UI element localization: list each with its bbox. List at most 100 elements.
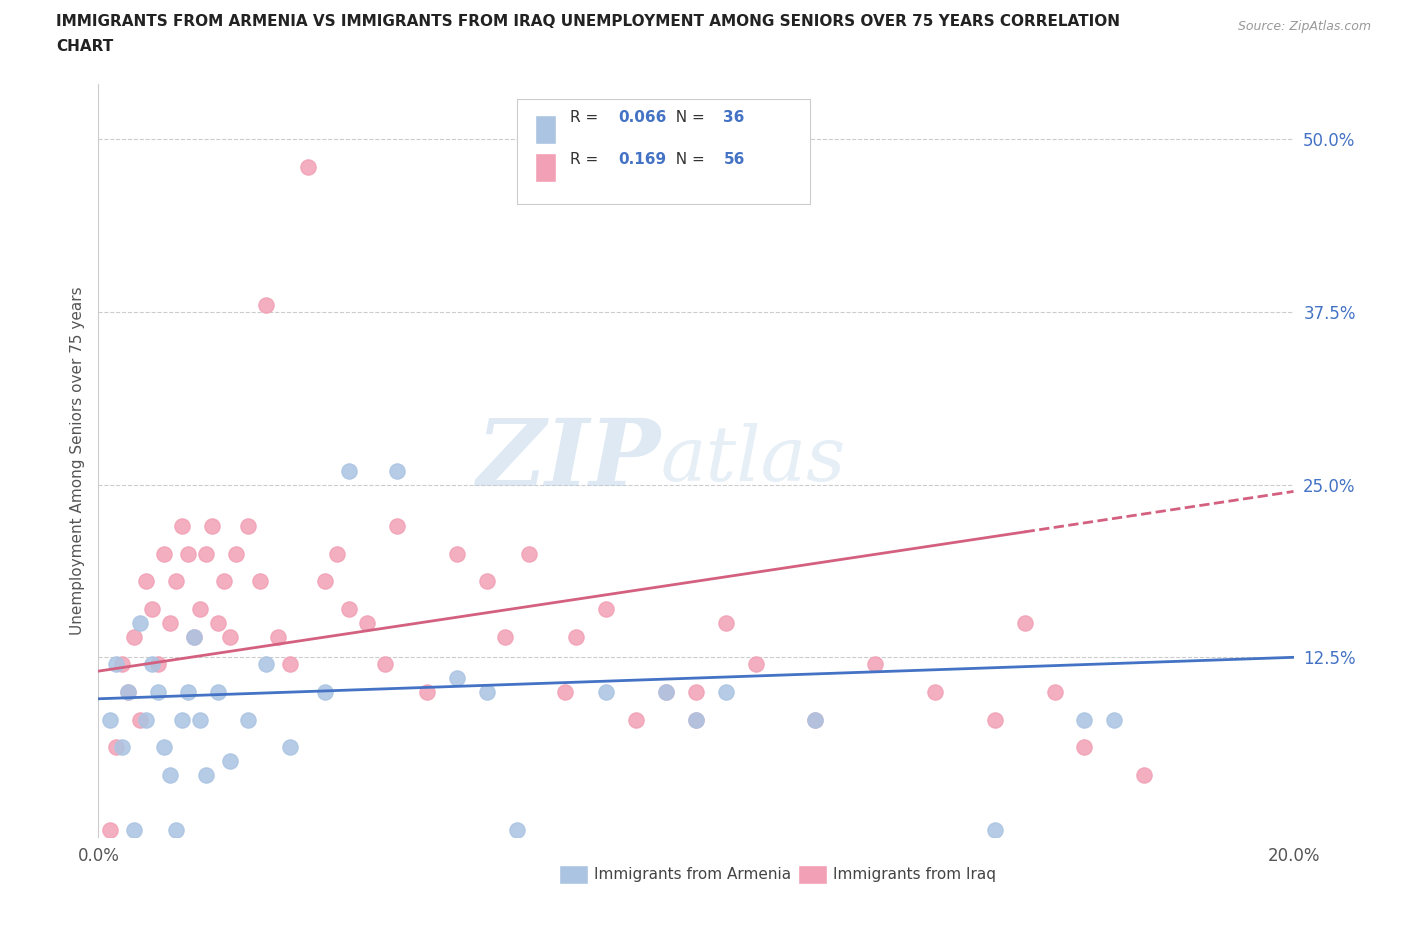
Point: [517, 546, 540, 561]
Point: [195, 546, 218, 561]
Point: [714, 684, 737, 699]
Point: [141, 602, 163, 617]
Point: [111, 739, 134, 754]
Point: [1133, 767, 1156, 782]
Text: Immigrants from Iraq: Immigrants from Iraq: [834, 867, 997, 883]
Point: [1043, 684, 1066, 699]
Point: [105, 657, 128, 671]
Point: [356, 616, 378, 631]
Point: [124, 629, 146, 644]
Point: [865, 657, 887, 671]
Text: 56: 56: [724, 152, 745, 166]
Point: [183, 629, 205, 644]
Text: N =: N =: [666, 152, 710, 166]
Text: R =: R =: [571, 110, 603, 126]
Point: [135, 574, 157, 589]
FancyBboxPatch shape: [558, 865, 589, 884]
Point: [172, 519, 194, 534]
Point: [924, 684, 946, 699]
Point: [339, 602, 361, 617]
Text: N =: N =: [666, 110, 710, 126]
Point: [267, 629, 290, 644]
Point: [326, 546, 349, 561]
Point: [655, 684, 678, 699]
Point: [141, 657, 163, 671]
Point: [745, 657, 768, 671]
Point: [172, 712, 194, 727]
Text: Immigrants from Armenia: Immigrants from Armenia: [595, 867, 792, 883]
Point: [212, 574, 235, 589]
Point: [111, 657, 134, 671]
Point: [446, 546, 468, 561]
Point: [416, 684, 439, 699]
Point: [153, 739, 176, 754]
Point: [1014, 616, 1036, 631]
Point: [183, 629, 205, 644]
Point: [129, 712, 152, 727]
Point: [236, 712, 259, 727]
Point: [1073, 739, 1095, 754]
Point: [225, 546, 247, 561]
Point: [207, 684, 229, 699]
Point: [554, 684, 576, 699]
Point: [475, 574, 498, 589]
Point: [135, 712, 157, 727]
Point: [188, 602, 211, 617]
Point: [339, 463, 361, 478]
Point: [1073, 712, 1095, 727]
Point: [595, 602, 617, 617]
Point: [98, 712, 122, 727]
Point: [374, 657, 396, 671]
FancyBboxPatch shape: [534, 153, 557, 181]
Point: [984, 712, 1007, 727]
FancyBboxPatch shape: [517, 99, 810, 205]
FancyBboxPatch shape: [797, 865, 827, 884]
Point: [165, 574, 187, 589]
Point: [315, 684, 337, 699]
Point: [565, 629, 588, 644]
Point: [626, 712, 648, 727]
Point: [1104, 712, 1126, 727]
FancyBboxPatch shape: [534, 115, 557, 144]
Point: [105, 739, 128, 754]
Point: [98, 823, 122, 838]
Point: [207, 616, 229, 631]
Point: [236, 519, 259, 534]
Point: [278, 657, 301, 671]
Point: [685, 712, 707, 727]
Point: [177, 684, 200, 699]
Point: [159, 767, 181, 782]
Text: IMMIGRANTS FROM ARMENIA VS IMMIGRANTS FROM IRAQ UNEMPLOYMENT AMONG SENIORS OVER : IMMIGRANTS FROM ARMENIA VS IMMIGRANTS FR…: [56, 14, 1121, 29]
Point: [595, 684, 617, 699]
Point: [506, 823, 529, 838]
Point: [385, 463, 409, 478]
Point: [655, 684, 678, 699]
Point: [685, 712, 707, 727]
Point: [475, 684, 498, 699]
Point: [984, 823, 1007, 838]
Point: [124, 823, 146, 838]
Point: [117, 684, 139, 699]
Point: [804, 712, 827, 727]
Point: [117, 684, 139, 699]
Point: [201, 519, 224, 534]
Point: [254, 298, 277, 312]
Text: 0.169: 0.169: [619, 152, 666, 166]
Point: [177, 546, 200, 561]
Point: [494, 629, 516, 644]
Y-axis label: Unemployment Among Seniors over 75 years: Unemployment Among Seniors over 75 years: [69, 286, 84, 634]
Point: [188, 712, 211, 727]
Text: 36: 36: [724, 110, 745, 126]
Point: [804, 712, 827, 727]
Text: atlas: atlas: [661, 423, 845, 498]
Point: [685, 684, 707, 699]
Point: [129, 616, 152, 631]
Point: [219, 753, 242, 768]
Point: [385, 519, 409, 534]
Point: [195, 767, 218, 782]
Point: [254, 657, 277, 671]
Point: [249, 574, 271, 589]
Point: [446, 671, 468, 685]
Point: [148, 657, 170, 671]
Text: R =: R =: [571, 152, 603, 166]
